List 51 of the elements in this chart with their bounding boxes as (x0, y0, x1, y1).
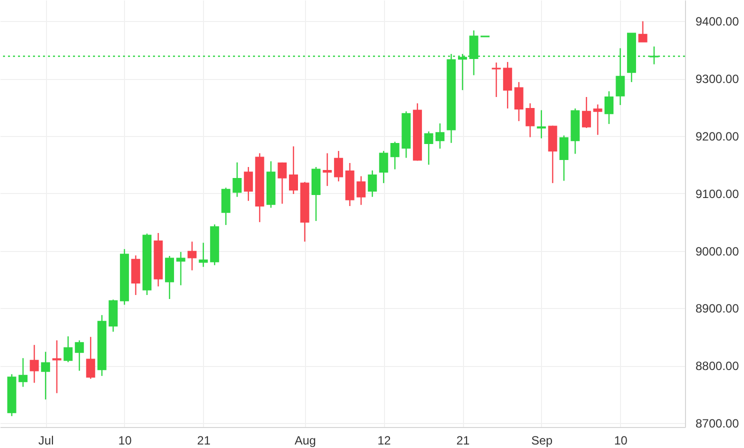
x-tick-label: 10 (614, 434, 628, 448)
candlestick (559, 134, 568, 182)
candlestick (176, 251, 186, 286)
candlestick (638, 20, 648, 42)
y-tick-label: 9000.00 (696, 244, 740, 258)
x-tick-label: Sep (531, 434, 553, 448)
candlestick (188, 241, 197, 271)
y-tick-label: 9300.00 (696, 72, 740, 86)
candlestick (198, 242, 208, 268)
candlestick (536, 110, 546, 139)
y-tick-label: 9200.00 (696, 130, 740, 144)
candlestick (390, 141, 400, 170)
candlestick (288, 146, 298, 195)
x-tick-label: Aug (294, 434, 316, 448)
candlestick (356, 176, 366, 206)
y-tick-label: 9400.00 (696, 14, 740, 29)
candlestick (368, 170, 377, 198)
x-tick-label: 10 (118, 434, 132, 448)
x-tick-label: 12 (377, 434, 392, 448)
candlestick (492, 62, 501, 98)
candlestick (278, 162, 287, 204)
candlestick (334, 150, 344, 182)
y-tick-label: 8700.00 (696, 416, 740, 430)
candlestick (64, 336, 73, 363)
candlestick (30, 344, 39, 384)
y-tick-label: 8900.00 (696, 302, 740, 316)
candlestick (503, 61, 512, 110)
candlestick (526, 102, 535, 138)
x-tick-label: Jul (38, 434, 54, 448)
candlestick (379, 150, 388, 184)
candlestick (582, 96, 591, 129)
candlestick (593, 104, 602, 136)
candlestick (52, 340, 62, 394)
x-tick-label: 21 (456, 434, 470, 448)
candlestick (86, 336, 96, 380)
candlestick (131, 254, 140, 296)
x-tick-label: 21 (197, 434, 211, 448)
y-tick-label: 9100.00 (696, 186, 740, 201)
y-tick-label: 8800.00 (696, 359, 740, 374)
candlestick (165, 255, 174, 300)
candlestick (514, 81, 524, 122)
candlestick (232, 162, 242, 198)
candlestick (435, 122, 444, 150)
candlestick (41, 351, 50, 400)
candlestick (424, 130, 434, 166)
candlestick (18, 358, 28, 388)
candlestick (604, 90, 614, 125)
candlestick (221, 187, 230, 226)
candlestick (322, 152, 332, 187)
candlestick (74, 340, 84, 372)
candlestick (244, 166, 253, 202)
